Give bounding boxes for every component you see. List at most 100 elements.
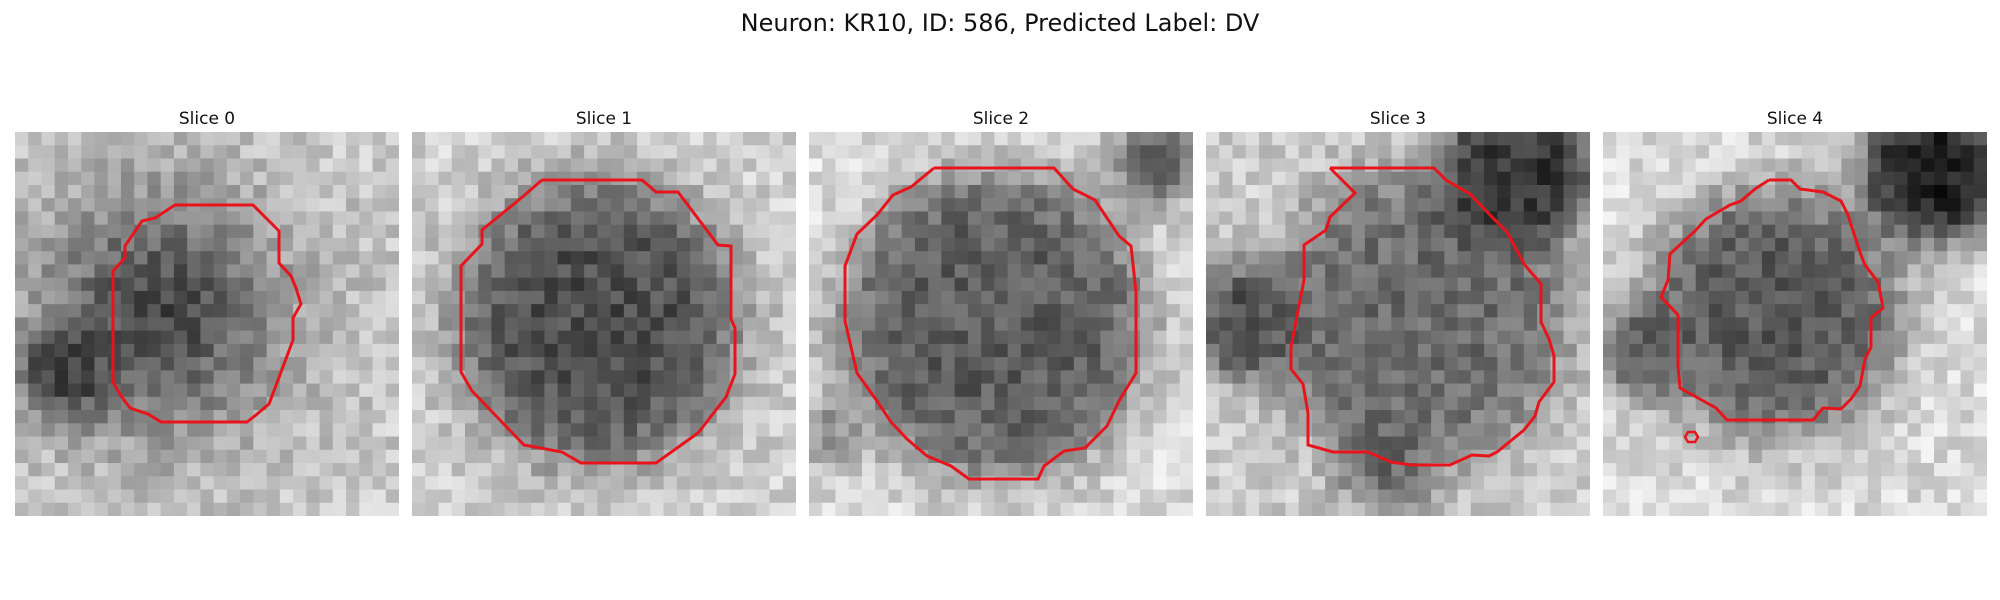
pixel-cell — [279, 423, 294, 438]
pixel-cell — [1153, 423, 1168, 438]
pixel-cell — [1563, 237, 1578, 252]
pixel-cell — [1801, 145, 1816, 160]
pixel-cell — [173, 145, 188, 160]
pixel-cell — [491, 476, 506, 491]
pixel-cell — [1140, 463, 1154, 477]
pixel-cell — [981, 449, 995, 464]
pixel-cell — [809, 317, 823, 332]
pixel-cell — [1338, 237, 1353, 252]
pixel-cell — [1166, 237, 1181, 252]
pixel-cell — [1179, 317, 1193, 332]
pixel-cell — [623, 264, 638, 279]
pixel-cell — [120, 145, 135, 160]
pixel-cell — [213, 290, 228, 305]
pixel-cell — [1920, 436, 1935, 451]
pixel-cell — [650, 277, 665, 292]
pixel-cell — [1285, 449, 1300, 464]
pixel-cell — [1881, 277, 1895, 292]
pixel-cell — [1232, 264, 1247, 279]
pixel-cell — [160, 317, 175, 332]
pixel-cell — [1497, 476, 1512, 491]
pixel-cell — [861, 251, 876, 266]
pixel-cell — [967, 370, 982, 385]
pixel-cell — [1735, 224, 1750, 239]
pixel-cell — [1828, 436, 1842, 451]
pixel-cell — [1788, 396, 1803, 411]
pixel-cell — [888, 436, 903, 451]
pixel-cell — [1510, 198, 1525, 213]
pixel-cell — [835, 277, 850, 292]
pixel-cell — [1735, 423, 1750, 438]
pixel-cell — [1788, 145, 1803, 160]
pixel-cell — [1404, 330, 1419, 345]
pixel-cell — [743, 184, 757, 199]
pixel-cell — [332, 370, 347, 385]
pixel-cell — [1364, 357, 1379, 371]
pixel-cell — [1272, 304, 1287, 318]
pixel-cell — [54, 251, 69, 266]
pixel-cell — [226, 357, 241, 371]
pixel-cell — [346, 277, 360, 292]
pixel-cell — [1510, 502, 1525, 516]
pixel-cell — [1761, 410, 1776, 424]
pixel-cell — [81, 290, 96, 305]
pixel-cell — [875, 370, 890, 385]
pixel-cell — [1563, 184, 1578, 199]
pixel-cell — [1761, 158, 1776, 173]
pixel-cell — [1788, 423, 1803, 438]
pixel-cell — [451, 489, 466, 504]
pixel-cell — [756, 343, 771, 358]
pixel-cell — [385, 184, 399, 199]
microscopy-slice-image — [1206, 132, 1590, 516]
pixel-cell — [1034, 370, 1048, 385]
pixel-cell — [187, 330, 201, 345]
pixel-cell — [1828, 449, 1842, 464]
pixel-cell — [160, 476, 175, 491]
pixel-cell — [1867, 145, 1882, 160]
pixel-cell — [1034, 251, 1048, 266]
pixel-cell — [531, 145, 546, 160]
pixel-cell — [293, 343, 307, 358]
pixel-cell — [1100, 343, 1115, 358]
pixel-cell — [928, 198, 943, 213]
pixel-cell — [1087, 184, 1101, 199]
pixel-cell — [610, 145, 625, 160]
pixel-cell — [1325, 396, 1340, 411]
pixel-cell — [994, 184, 1009, 199]
pixel-cell — [1470, 237, 1485, 252]
pixel-cell — [1484, 251, 1498, 266]
pixel-cell — [67, 158, 82, 173]
pixel-cell — [1894, 423, 1909, 438]
pixel-cell — [1034, 211, 1048, 226]
pixel-cell — [809, 184, 823, 199]
pixel-cell — [1153, 330, 1168, 345]
pixel-cell — [1655, 436, 1670, 451]
pixel-cell — [544, 317, 559, 332]
pixel-cell — [213, 449, 228, 464]
pixel-cell — [187, 251, 201, 266]
pixel-cell — [1642, 145, 1657, 160]
pixel-cell — [1007, 290, 1022, 305]
pixel-cell — [901, 449, 916, 464]
pixel-cell — [67, 317, 82, 332]
pixel-cell — [822, 211, 837, 226]
pixel-cell — [1272, 383, 1287, 398]
pixel-cell — [1695, 211, 1710, 226]
pixel-cell — [385, 449, 399, 464]
pixel-cell — [1153, 476, 1168, 491]
pixel-cell — [557, 343, 572, 358]
pixel-cell — [1258, 489, 1273, 504]
pixel-cell — [1417, 330, 1432, 345]
pixel-cell — [1325, 304, 1340, 318]
pixel-cell — [954, 476, 969, 491]
pixel-cell — [1140, 304, 1154, 318]
pixel-cell — [1894, 476, 1909, 491]
pixel-cell — [1616, 290, 1631, 305]
pixel-cell — [729, 290, 744, 305]
pixel-cell — [1748, 396, 1763, 411]
pixel-cell — [1973, 158, 1987, 173]
pixel-cell — [544, 449, 559, 464]
pixel-cell — [1047, 132, 1062, 146]
pixel-cell — [1431, 290, 1445, 305]
pixel-cell — [1854, 489, 1869, 504]
